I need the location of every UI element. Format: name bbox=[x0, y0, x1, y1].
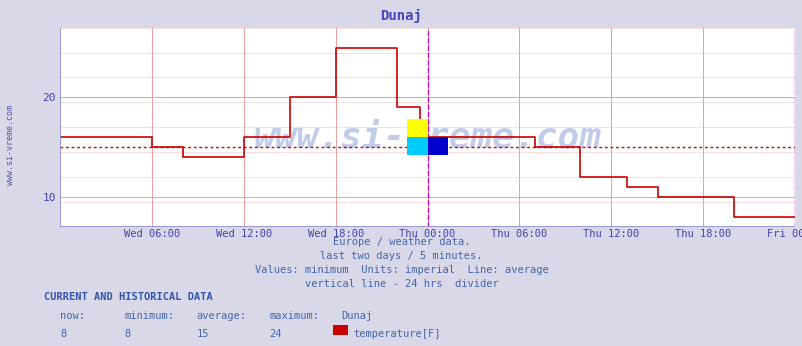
Bar bbox=[427, 137, 448, 155]
Text: 8: 8 bbox=[124, 329, 131, 339]
Text: www.si-vreme.com: www.si-vreme.com bbox=[6, 105, 15, 185]
Text: Values: minimum  Units: imperial  Line: average: Values: minimum Units: imperial Line: av… bbox=[254, 265, 548, 275]
Text: now:: now: bbox=[60, 311, 85, 321]
Text: vertical line - 24 hrs  divider: vertical line - 24 hrs divider bbox=[304, 279, 498, 289]
Text: CURRENT AND HISTORICAL DATA: CURRENT AND HISTORICAL DATA bbox=[44, 292, 213, 302]
Text: average:: average: bbox=[196, 311, 246, 321]
Text: Dunaj: Dunaj bbox=[380, 9, 422, 23]
Text: minimum:: minimum: bbox=[124, 311, 174, 321]
Text: last two days / 5 minutes.: last two days / 5 minutes. bbox=[320, 251, 482, 261]
Text: maximum:: maximum: bbox=[269, 311, 318, 321]
Text: Dunaj: Dunaj bbox=[341, 311, 372, 321]
Text: temperature[F]: temperature[F] bbox=[353, 329, 440, 339]
Bar bbox=[407, 137, 427, 155]
Text: 15: 15 bbox=[196, 329, 209, 339]
Text: Europe / weather data.: Europe / weather data. bbox=[332, 237, 470, 247]
Bar bbox=[407, 119, 427, 137]
Text: www.si-vreme.com: www.si-vreme.com bbox=[253, 120, 601, 154]
Text: 24: 24 bbox=[269, 329, 282, 339]
Text: 8: 8 bbox=[60, 329, 67, 339]
